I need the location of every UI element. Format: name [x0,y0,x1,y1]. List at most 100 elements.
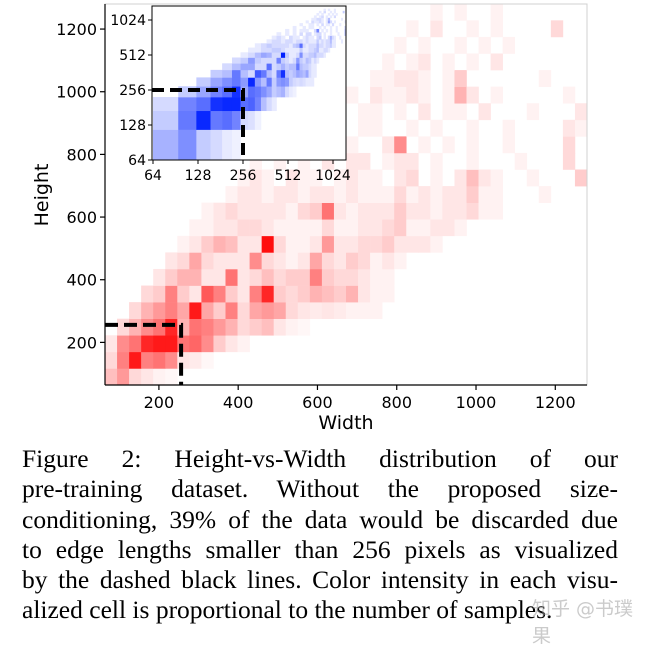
heatmap-cell [333,252,347,270]
x-tick-label: 600 [302,393,333,412]
inset-heatmap-cell [316,23,320,27]
inset-heatmap-cell [305,35,309,40]
heatmap-cell [237,335,250,353]
inset-heatmap-cell [318,17,322,21]
heatmap-cell [490,3,503,21]
heatmap-cell [454,70,467,87]
heatmap-cell [129,368,142,386]
inset-heatmap-cell [331,43,335,48]
heatmap-cell [394,103,407,121]
inset-heatmap-cell [271,43,277,48]
heatmap-cell [346,136,359,154]
heatmap-cell [297,186,311,203]
heatmap-cell [141,318,154,336]
inset-heatmap-cell [231,86,241,98]
heatmap-cell [562,119,576,137]
inset-heatmap-cell [313,17,317,21]
inset-heatmap-cell [222,63,233,71]
inset-heatmap-cell [329,28,333,33]
inset-heatmap-cell [266,39,273,44]
inset-heatmap-cell [331,39,335,44]
inset-heatmap-cell [276,43,282,48]
inset-heatmap-cell [327,47,331,53]
heatmap-cell [309,268,323,286]
x-tick-label: 1200 [535,393,576,412]
inset-heatmap-cell [331,35,335,40]
heatmap-cell [394,252,407,270]
heatmap-cell [346,152,359,170]
heatmap-cell [490,169,503,187]
heatmap-cell [442,219,455,237]
heatmap-cell [370,268,383,286]
inset-heatmap-cell [327,35,331,40]
inset-heatmap-cell [289,52,293,58]
inset-heatmap-cell [248,69,256,78]
inset-heatmap-cell [316,35,320,40]
inset-heatmap-cell [342,10,345,14]
heatmap-cell [466,86,479,104]
inset-heatmap-cell [254,63,262,71]
heatmap-cell [358,202,371,220]
heatmap-cell [297,169,311,187]
inset-heatmap-cell [313,47,317,53]
heatmap-cell [237,268,250,286]
inset-heatmap-cell [285,86,290,98]
heatmap-cell [249,169,262,187]
inset-heatmap-cell [344,20,346,24]
y-tick-label: 200 [66,333,97,352]
inset-heatmap-cell [276,35,282,40]
inset-heatmap-cell [276,32,282,36]
heatmap-cell [406,219,419,237]
heatmap-cell [442,186,455,203]
inset-heatmap-cell [260,47,267,53]
heatmap-cell [430,169,443,187]
heatmap-cell [406,152,419,170]
y-tick-label: 800 [66,145,97,164]
inset-heatmap-cell [337,32,340,36]
inset-heatmap-cell [327,43,331,48]
inset-heatmap-cell [280,47,286,53]
heatmap-cell [273,268,287,286]
heatmap-cell [129,318,142,336]
inset-heatmap-cell [323,25,327,30]
heatmap-cell [321,302,335,320]
heatmap-cell [321,219,335,237]
heatmap-cell [406,119,419,137]
y-tick-label: 1000 [56,83,97,102]
heatmap-cell [538,70,552,87]
heatmap-cell [237,235,250,253]
inset-heatmap-cell [339,23,342,27]
inset-heatmap-cell [285,52,290,58]
inset-heatmap-cell [285,28,290,33]
inset-heatmap-cell [311,63,315,71]
inset-heatmap-cell [325,15,329,19]
heatmap-cell [358,119,371,137]
heatmap-cell [285,169,299,187]
inset-heatmap-cell [280,63,286,71]
inset-heatmap-cell [285,69,290,78]
inset-heatmap-cell [292,77,297,87]
inset-heatmap-cell [266,86,273,98]
inset-heatmap-cell [327,17,331,21]
x-tick-label: 800 [381,393,412,412]
caption-line: by the dashed black lines. Color intensi… [22,565,618,595]
inset-y-tick-label: 64 [128,153,146,169]
heatmap-cell [333,302,347,320]
heatmap-cell [430,119,443,137]
heatmap-cell [117,335,130,353]
heatmap-cell [105,351,118,369]
heatmap-cell [285,302,299,320]
heatmap-cell [358,285,371,303]
heatmap-cell [249,268,262,286]
inset-heatmap-cell [280,77,286,87]
inset-heatmap-cell [333,43,336,48]
inset-heatmap-cell [276,63,282,71]
inset-heatmap-cell [335,13,338,16]
inset-heatmap-cell [210,129,223,160]
heatmap-cell [201,335,214,353]
inset-heatmap-cell [196,110,211,130]
heatmap-cell [394,235,407,253]
heatmap-cell [562,136,576,154]
inset-heatmap-cell [240,77,249,87]
heatmap-cell [346,219,359,237]
